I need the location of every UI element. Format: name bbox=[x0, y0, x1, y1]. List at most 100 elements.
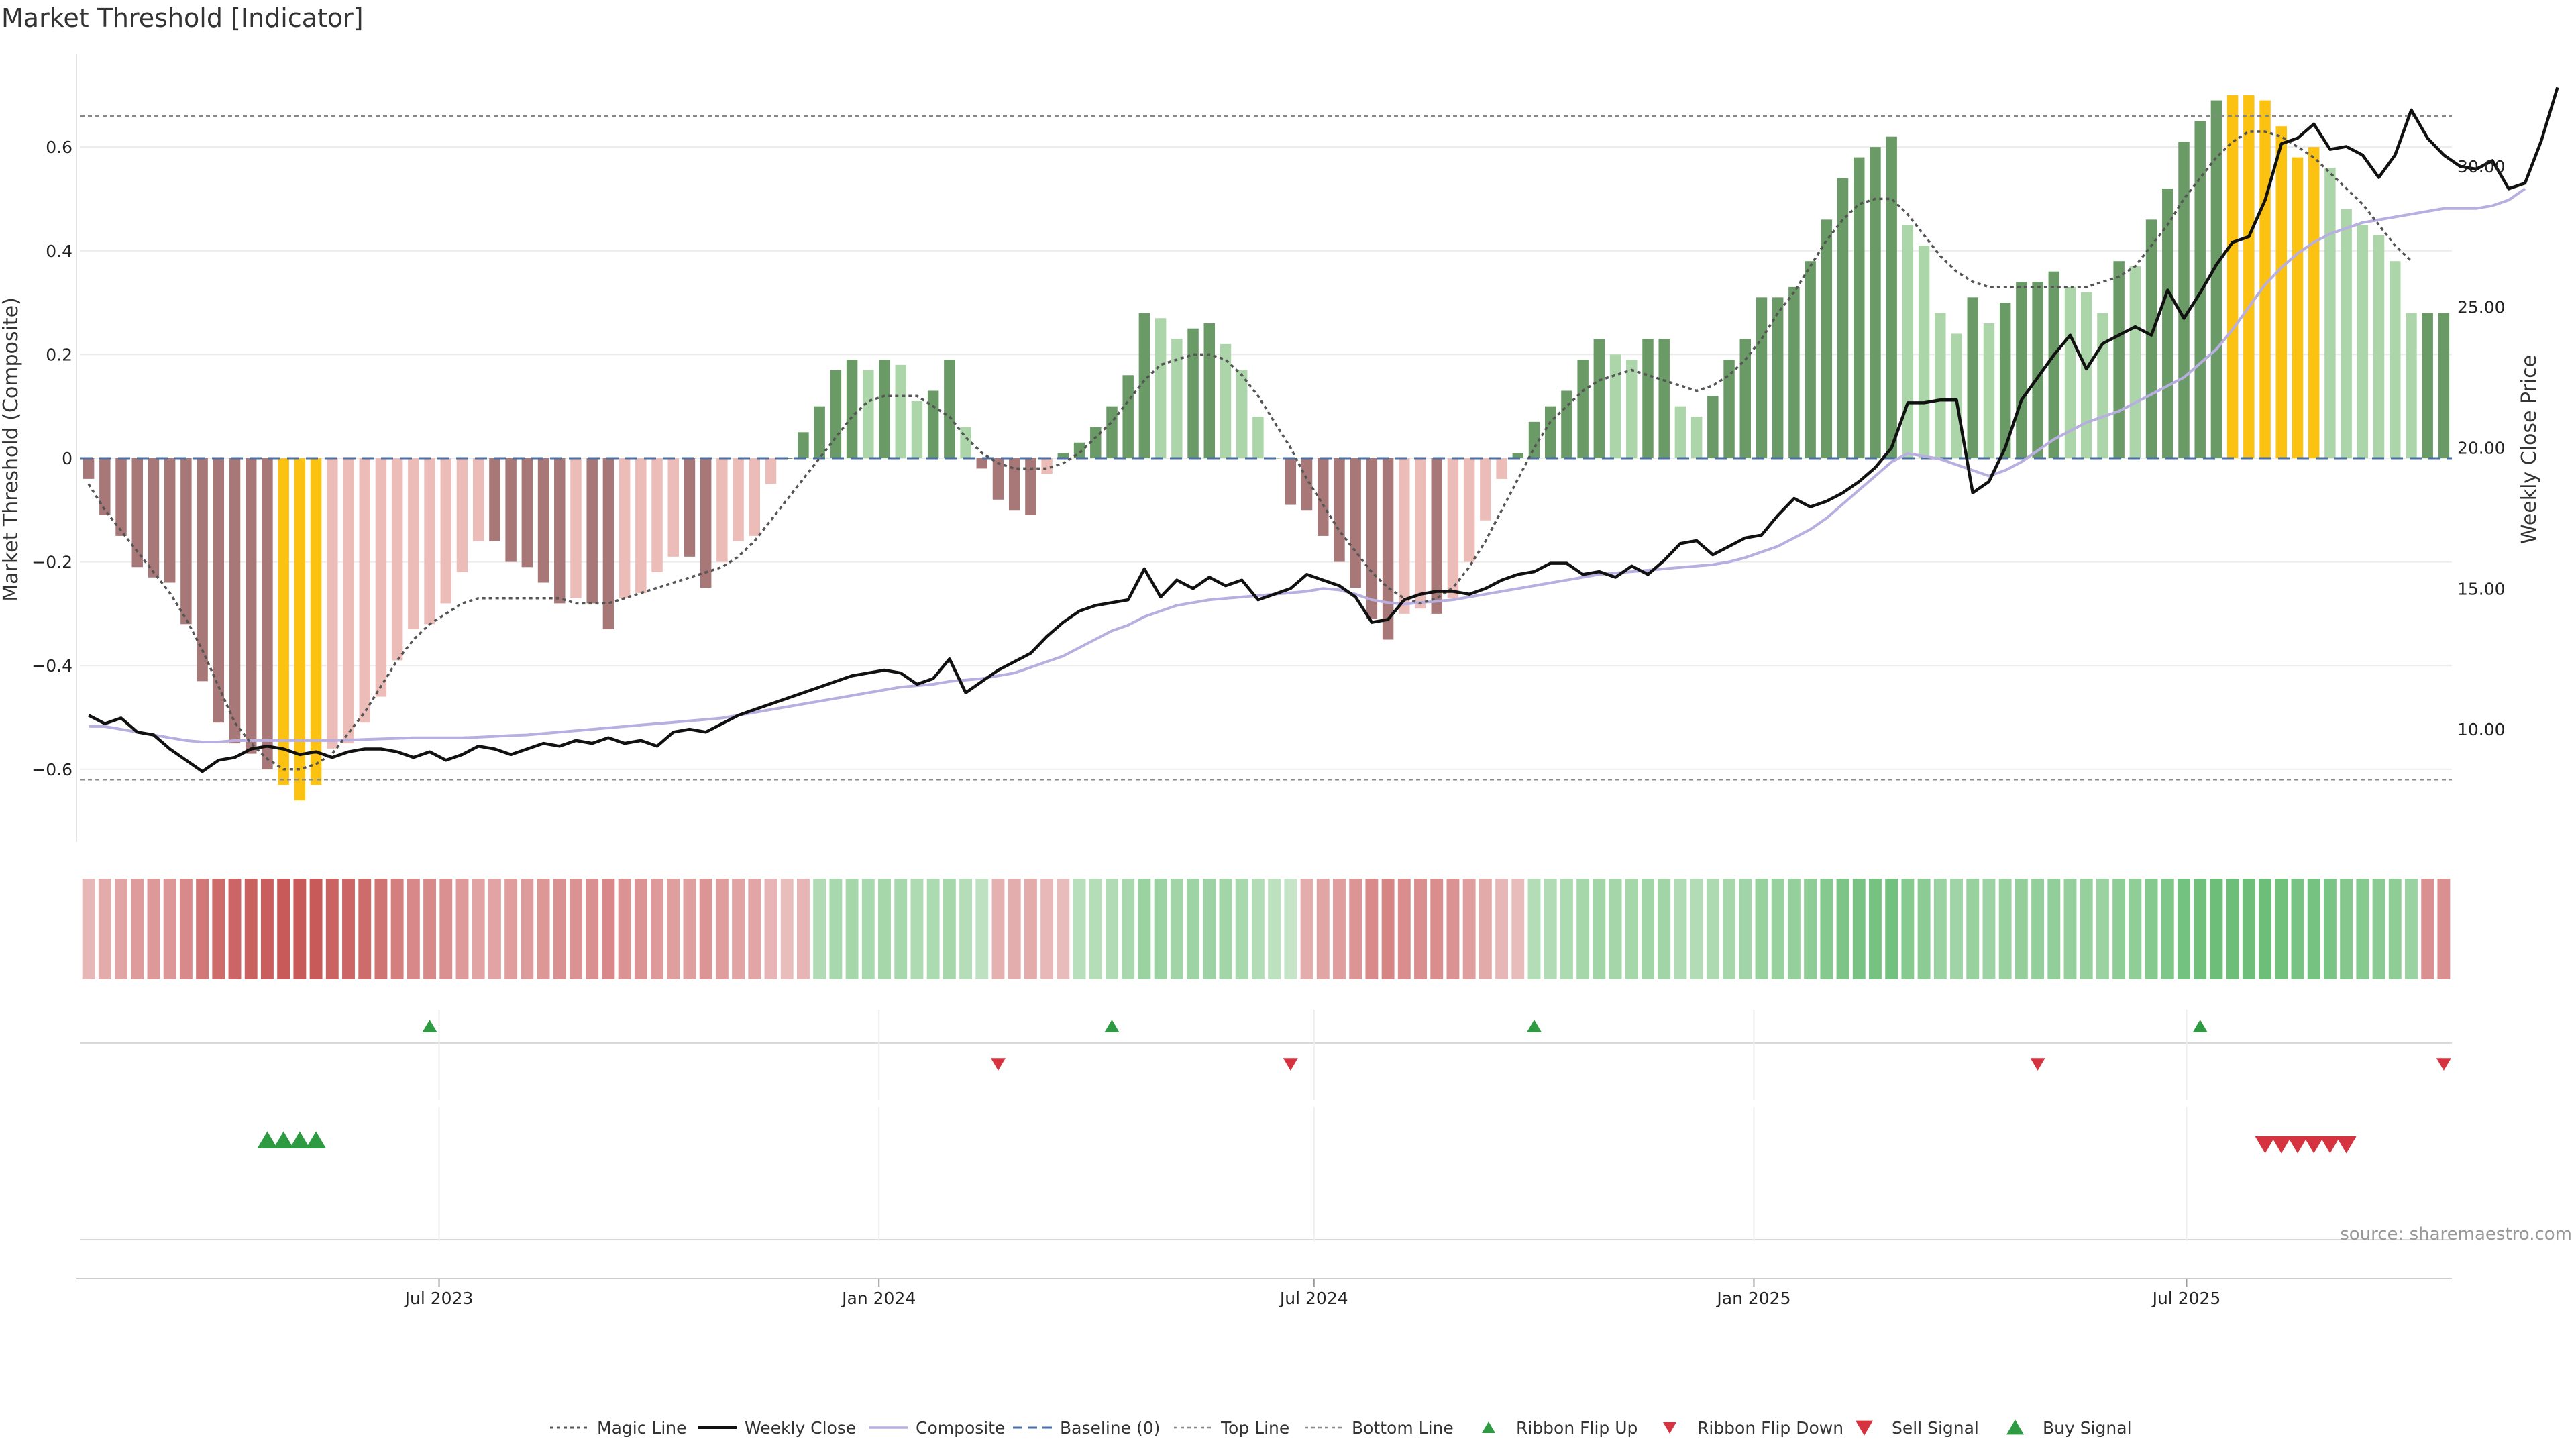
threshold-bar bbox=[1788, 286, 1800, 458]
ribbon-cell bbox=[244, 879, 258, 979]
right-tick-label: 10.00 bbox=[2457, 720, 2506, 739]
ribbon-flip-up-marker bbox=[1527, 1020, 1542, 1032]
threshold-bar bbox=[1496, 458, 1507, 479]
threshold-bar bbox=[1772, 297, 1784, 458]
threshold-bar bbox=[83, 458, 95, 479]
ribbon-cell bbox=[1674, 879, 1687, 979]
sell-signal-marker bbox=[2255, 1136, 2275, 1154]
ribbon-cell bbox=[618, 879, 631, 979]
buy-signal-marker bbox=[257, 1131, 278, 1148]
threshold-bar bbox=[2178, 142, 2190, 458]
ribbon-cell bbox=[260, 879, 274, 979]
threshold-bar bbox=[1399, 458, 1410, 614]
axes: −0.6 −0.4 −0.2 0 0.2 0.4 0.6 10.00 15.00 20.00 25.… bbox=[32, 54, 2506, 842]
triangle-up-icon bbox=[1482, 1421, 1495, 1433]
ribbon-cell bbox=[780, 879, 794, 979]
ribbon-cell bbox=[2275, 879, 2288, 979]
legend-item: Top Line bbox=[1174, 1418, 1289, 1438]
left-axis-label: Market Threshold (Composite) bbox=[0, 297, 23, 602]
ribbon-cell bbox=[1576, 879, 1590, 979]
legend-item: Ribbon Flip Up bbox=[1482, 1418, 1638, 1438]
threshold-bar bbox=[1480, 458, 1491, 521]
ribbon-cell bbox=[1462, 879, 1476, 979]
ribbon-cell bbox=[488, 879, 501, 979]
ribbon-cell bbox=[115, 879, 127, 979]
threshold-bar bbox=[213, 458, 225, 723]
legend-label: Composite bbox=[916, 1418, 1005, 1438]
ribbon-cell bbox=[537, 879, 550, 979]
threshold-bar bbox=[586, 458, 598, 604]
ribbon-flip-down-marker bbox=[2030, 1058, 2045, 1071]
threshold-bar bbox=[554, 458, 566, 604]
threshold-bar bbox=[1334, 458, 1345, 562]
threshold-bar bbox=[2324, 168, 2336, 458]
threshold-bar bbox=[115, 458, 127, 536]
threshold-bar bbox=[262, 458, 273, 769]
threshold-bar bbox=[1155, 318, 1167, 458]
ribbon-cell bbox=[2161, 879, 2174, 979]
ribbon-cell bbox=[699, 879, 712, 979]
threshold-bar bbox=[879, 360, 890, 458]
ribbon-cell bbox=[1187, 879, 1199, 979]
threshold-bar bbox=[911, 400, 923, 458]
triangle-up-icon bbox=[2006, 1419, 2024, 1435]
threshold-bar bbox=[424, 458, 435, 625]
ribbon-cell bbox=[748, 879, 761, 979]
threshold-bar bbox=[2129, 266, 2141, 458]
ribbon-cell bbox=[2291, 879, 2304, 979]
ribbon-cell bbox=[2405, 879, 2418, 979]
ribbon-cell bbox=[1024, 879, 1037, 979]
ribbon-cell bbox=[1235, 879, 1248, 979]
ribbon-cell bbox=[1430, 879, 1444, 979]
threshold-bar bbox=[2032, 282, 2043, 458]
legend-label: Ribbon Flip Up bbox=[1516, 1418, 1638, 1438]
x-axis: Jul 2023 Jan 2024 Jul 2024 Jan 2025 Jul 2025 bbox=[76, 1278, 2452, 1308]
ribbon-cell bbox=[926, 879, 940, 979]
signal-panels bbox=[80, 1010, 2452, 1241]
ribbon-cell bbox=[163, 879, 176, 979]
ribbon-cell bbox=[1073, 879, 1086, 979]
threshold-bar bbox=[1999, 303, 2011, 458]
ribbon-cell bbox=[1511, 879, 1525, 979]
ribbon-cell bbox=[2372, 879, 2385, 979]
threshold-bar bbox=[1203, 323, 1215, 458]
left-tick-label: −0.6 bbox=[32, 760, 72, 780]
threshold-bar bbox=[2275, 126, 2288, 458]
threshold-bar bbox=[863, 370, 874, 458]
threshold-bar bbox=[408, 458, 419, 630]
ribbon-cell bbox=[1527, 879, 1541, 979]
threshold-bar bbox=[2113, 261, 2125, 458]
threshold-bar bbox=[278, 458, 289, 785]
ribbon-cell bbox=[1414, 879, 1427, 979]
ribbon-cell bbox=[634, 879, 647, 979]
threshold-bar bbox=[2080, 292, 2092, 458]
ribbon-cell bbox=[390, 879, 404, 979]
threshold-bar bbox=[1756, 297, 1768, 458]
threshold-bar bbox=[391, 458, 403, 661]
ribbon-cell bbox=[878, 879, 891, 979]
legend-label: Buy Signal bbox=[2043, 1418, 2132, 1438]
threshold-bar bbox=[1528, 421, 1540, 458]
legend-item: Baseline (0) bbox=[1013, 1418, 1160, 1438]
threshold-bar bbox=[294, 458, 306, 801]
threshold-bar bbox=[765, 458, 777, 484]
threshold-bar bbox=[1821, 219, 1833, 458]
triangle-down-icon bbox=[1856, 1420, 1873, 1436]
threshold-bar bbox=[245, 458, 257, 754]
ribbon-cell bbox=[2388, 879, 2402, 979]
ribbon-flip-up-marker bbox=[422, 1020, 437, 1032]
ribbon-cell bbox=[1771, 879, 1784, 979]
legend-item: Composite bbox=[869, 1418, 1005, 1438]
threshold-bar bbox=[1138, 313, 1150, 458]
ribbon-cell bbox=[1739, 879, 1752, 979]
threshold-bar bbox=[537, 458, 549, 583]
threshold-bar bbox=[327, 458, 338, 749]
ribbon-flip-up-marker bbox=[1104, 1020, 1120, 1032]
ribbon-cell bbox=[1787, 879, 1801, 979]
ribbon-cell bbox=[1203, 879, 1216, 979]
threshold-bar bbox=[667, 458, 679, 557]
ribbon-cell bbox=[358, 879, 372, 979]
ribbon-cell bbox=[1495, 879, 1509, 979]
ribbon-cell bbox=[1690, 879, 1703, 979]
ribbon-cell bbox=[1706, 879, 1719, 979]
